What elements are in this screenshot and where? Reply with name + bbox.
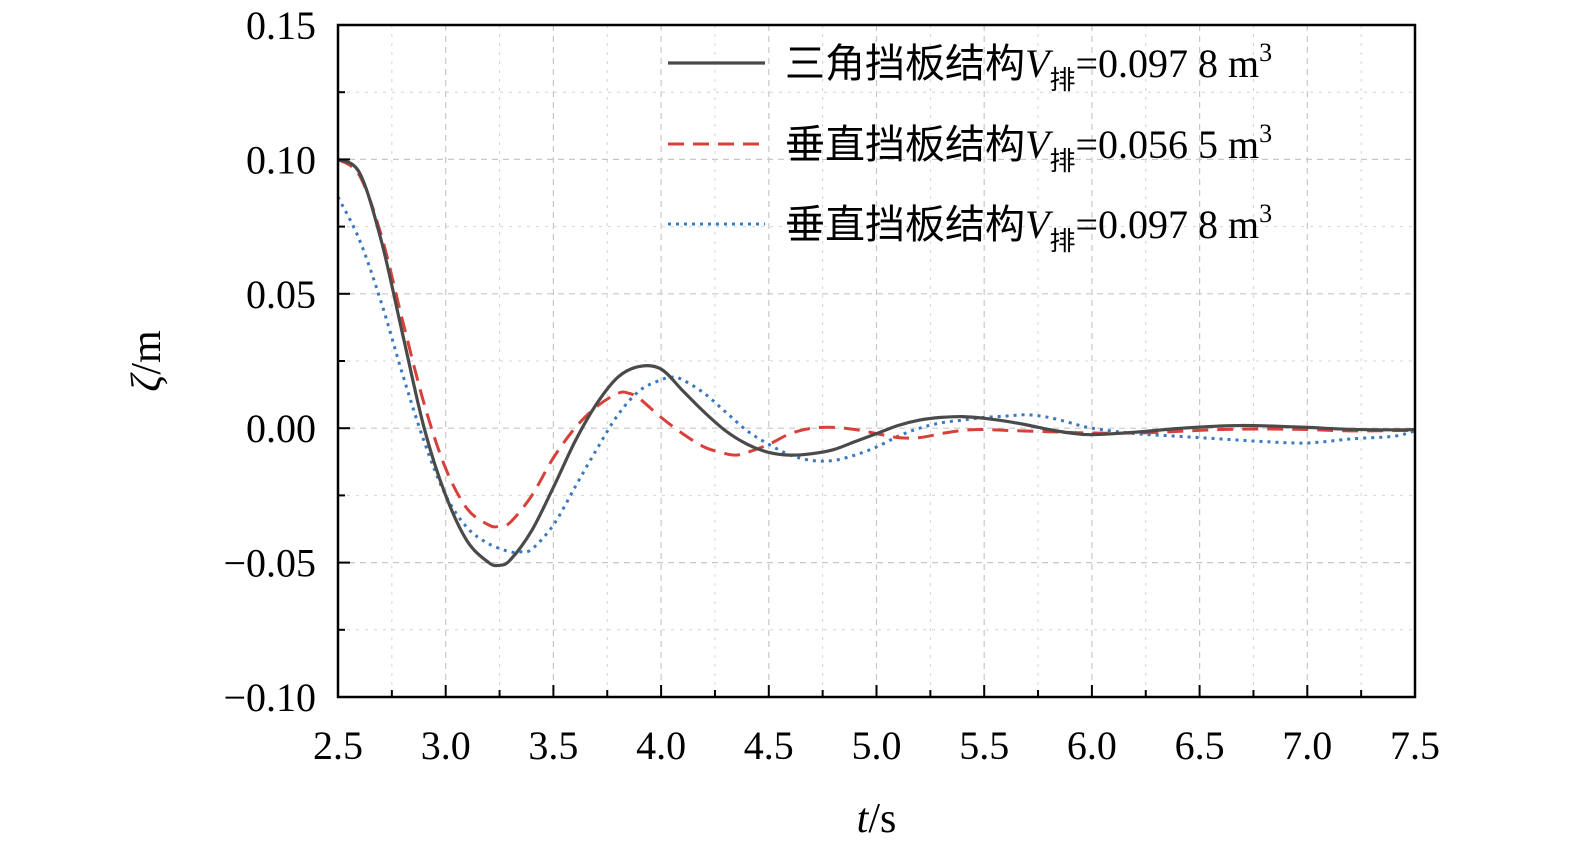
series-line-3 (336, 196, 1416, 555)
series-line-2 (337, 158, 1416, 529)
x-tick-label: 5.5 (959, 723, 1009, 768)
legend-superscript: 3 (1259, 38, 1272, 67)
y-tick-label: −0.10 (223, 675, 316, 720)
y-axis-unit: /m (124, 330, 170, 375)
legend-prefix: 垂直挡板结构 (785, 202, 1025, 247)
x-tick-label: 4.0 (636, 723, 686, 768)
legend-subscript: 排 (1049, 147, 1075, 176)
x-tick-label: 3.5 (528, 723, 578, 768)
x-axis-var: t (857, 796, 870, 842)
x-tick-label: 6.0 (1067, 723, 1117, 768)
axis-titles: t/s ζ/m (124, 330, 896, 842)
y-axis-var: ζ (124, 372, 170, 392)
legend-subscript: 排 (1049, 66, 1075, 95)
x-tick-label: 2.5 (313, 723, 363, 768)
legend-var: V (1025, 41, 1054, 86)
x-tick-label: 4.5 (744, 723, 794, 768)
axis-ticks: 2.5 3.0 3.5 4.0 4.5 5.0 5.5 6.0 6.5 7.0 7.5 0.15 0.1… (223, 3, 1440, 768)
legend-value: =0.097 8 m (1075, 41, 1259, 86)
legend-value: =0.056 5 m (1075, 122, 1259, 167)
legend-var: V (1025, 202, 1054, 247)
legend-subscript: 排 (1049, 227, 1075, 256)
y-tick-label: 0.05 (246, 272, 316, 317)
series-line-1 (337, 157, 1416, 568)
y-tick-label: 0.10 (246, 137, 316, 182)
x-axis-unit: /s (868, 796, 896, 842)
legend-label-3: 垂直挡板结构V排=0.097 8 m3 (785, 199, 1272, 256)
x-tick-label: 5.0 (852, 723, 902, 768)
x-tick-label: 7.0 (1282, 723, 1332, 768)
y-tick-label: 0.15 (246, 3, 316, 48)
x-tick-label: 6.5 (1175, 723, 1225, 768)
y-tick-label: 0.00 (246, 406, 316, 451)
y-axis-title: ζ/m (124, 330, 170, 392)
y-tick-label: −0.05 (223, 541, 316, 586)
x-tick-label: 7.5 (1390, 723, 1440, 768)
series-lines (336, 157, 1416, 568)
legend-prefix: 三角挡板结构 (785, 41, 1025, 86)
legend-value: =0.097 8 m (1075, 202, 1259, 247)
legend-label-2: 垂直挡板结构V排=0.056 5 m3 (785, 119, 1272, 176)
legend-prefix: 垂直挡板结构 (785, 122, 1025, 167)
legend-superscript: 3 (1259, 119, 1272, 148)
legend-label-1: 三角挡板结构V排=0.097 8 m3 (785, 38, 1272, 95)
legend-var: V (1025, 122, 1054, 167)
legend-superscript: 3 (1259, 199, 1272, 228)
x-axis-title: t/s (857, 796, 897, 842)
grid-lines (338, 25, 1415, 697)
x-tick-label: 3.0 (421, 723, 471, 768)
